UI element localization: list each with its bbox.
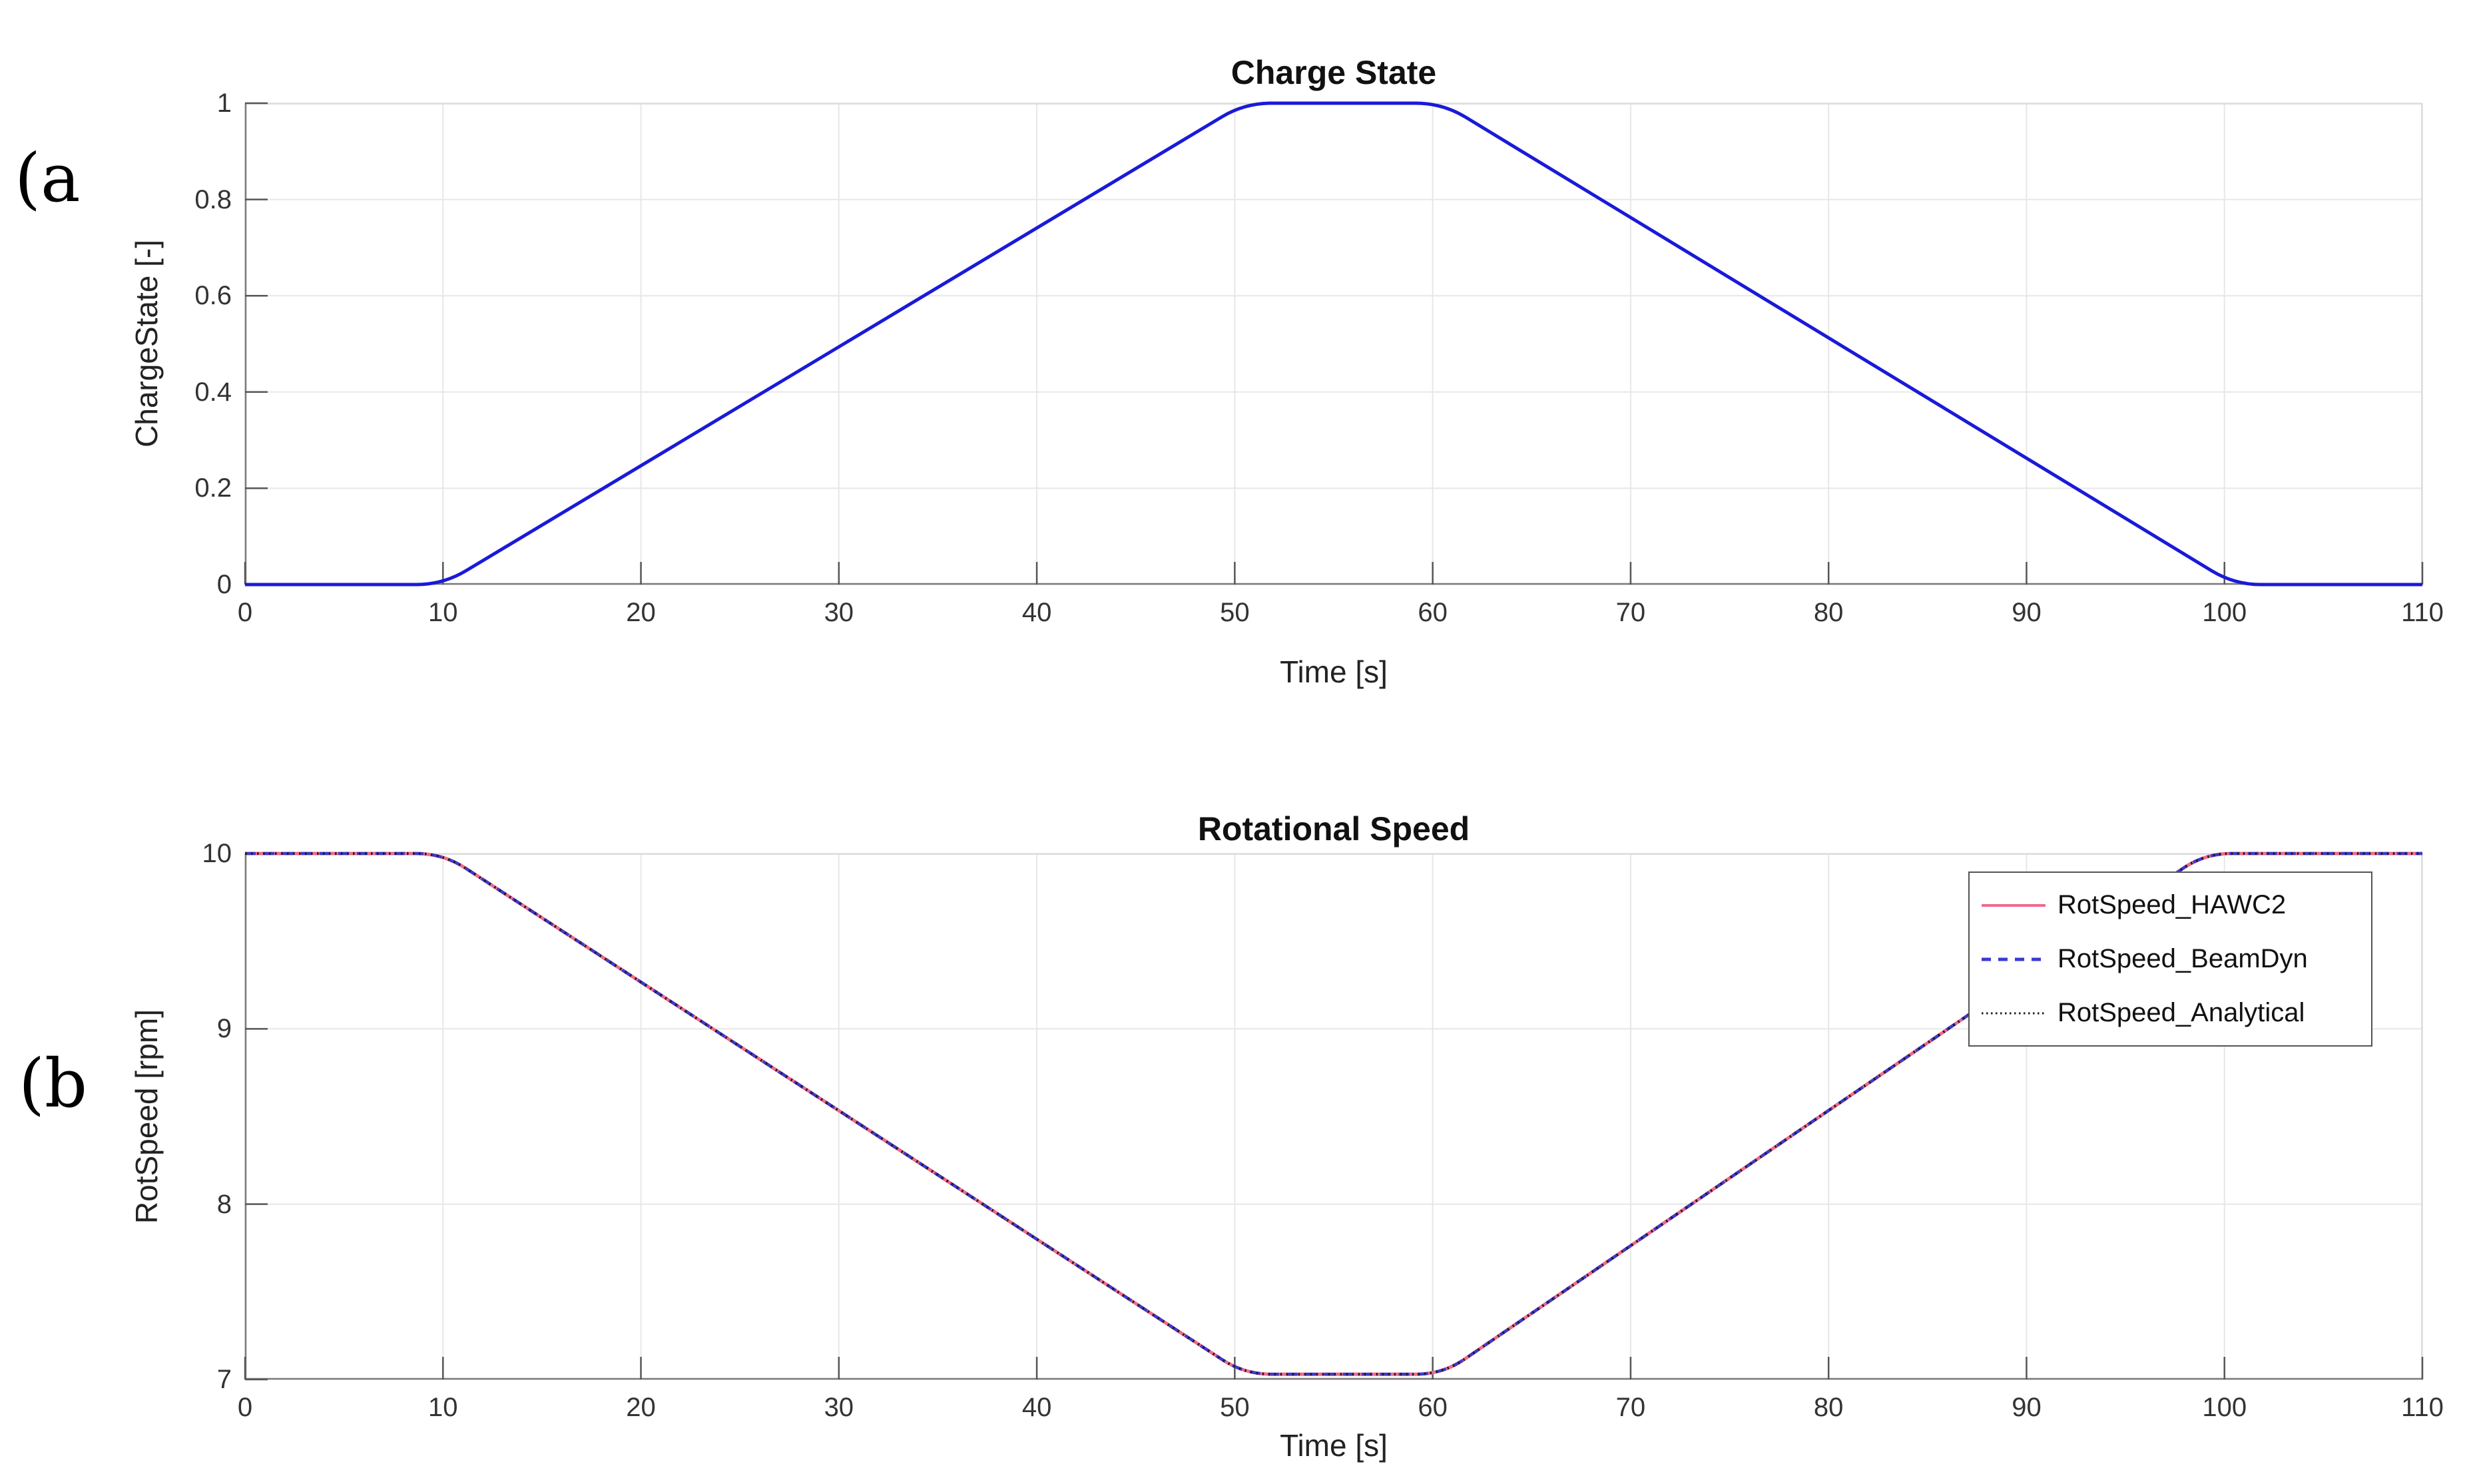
x-tick-label: 70 (1615, 598, 1646, 627)
chart-b-plot-area (244, 852, 2424, 1381)
y-tick-label: 9 (216, 1014, 232, 1044)
x-tick-label: 50 (1220, 598, 1250, 627)
x-tick-label: 60 (1418, 598, 1448, 627)
x-tick-label: 20 (626, 598, 656, 627)
x-tick-label: 100 (2202, 1393, 2247, 1422)
y-tick-label: 7 (216, 1365, 232, 1394)
panel-label-b: (b (19, 1045, 88, 1122)
chart-a-title: Charge State (1231, 54, 1437, 91)
x-tick-label: 30 (824, 598, 854, 627)
x-tick-label: 110 (2401, 598, 2444, 627)
chart-a-plot-area (244, 101, 2424, 587)
chart-b-title: Rotational Speed (1197, 810, 1470, 848)
y-tick-label: 0 (216, 570, 232, 599)
y-tick-label: 0.4 (194, 377, 232, 407)
x-tick-label: 90 (2012, 598, 2042, 627)
x-tick-label: 40 (1021, 598, 1052, 627)
legend-label-hawc2: RotSpeed_HAWC2 (2058, 890, 2287, 919)
legend-item-beamdyn: RotSpeed_BeamDyn (1980, 934, 2371, 985)
x-tick-label: 60 (1418, 1393, 1448, 1422)
y-tick-label: 8 (216, 1189, 232, 1219)
series-line-rotspeed_analytical (245, 852, 2422, 1376)
x-tick-label: 30 (824, 1393, 854, 1422)
legend-label-analytical: RotSpeed_Analytical (2058, 998, 2305, 1027)
chart-b-x-axis-label: Time [s] (1280, 1428, 1388, 1463)
x-tick-label: 70 (1615, 1393, 1646, 1422)
chart-a-x-axis-label: Time [s] (1280, 654, 1388, 689)
series-line-chargestate (245, 101, 2422, 587)
x-tick-label: 20 (626, 1393, 656, 1422)
y-tick-label: 1 (216, 89, 232, 118)
y-tick-label: 10 (202, 839, 232, 868)
analytical-line-sample-icon (1982, 1012, 2046, 1014)
legend-item-hawc2: RotSpeed_HAWC2 (1980, 880, 2371, 931)
chart-a-y-axis-label: ChargeState [-] (129, 240, 164, 447)
x-tick-label: 80 (1813, 1393, 1844, 1422)
legend: RotSpeed_HAWC2 RotSpeed_BeamDyn RotSpeed… (1968, 871, 2372, 1047)
y-tick-label: 0.6 (194, 281, 232, 311)
legend-label-beamdyn: RotSpeed_BeamDyn (2058, 944, 2308, 973)
x-tick-label: 100 (2202, 598, 2247, 627)
x-tick-label: 110 (2401, 1393, 2444, 1422)
beamdyn-line-sample-icon (1982, 957, 2046, 961)
panel-label-a: (a (15, 139, 81, 217)
x-tick-label: 80 (1813, 598, 1844, 627)
x-tick-label: 10 (428, 1393, 458, 1422)
y-tick-label: 0.2 (194, 473, 232, 503)
x-tick-label: 50 (1220, 1393, 1250, 1422)
x-tick-label: 0 (237, 598, 253, 627)
x-tick-label: 0 (237, 1393, 253, 1422)
x-tick-label: 10 (428, 598, 458, 627)
legend-item-analytical: RotSpeed_Analytical (1980, 988, 2371, 1039)
x-tick-label: 90 (2012, 1393, 2042, 1422)
hawc2-line-sample-icon (1982, 903, 2046, 907)
y-tick-label: 0.8 (194, 184, 232, 214)
x-tick-label: 40 (1021, 1393, 1052, 1422)
